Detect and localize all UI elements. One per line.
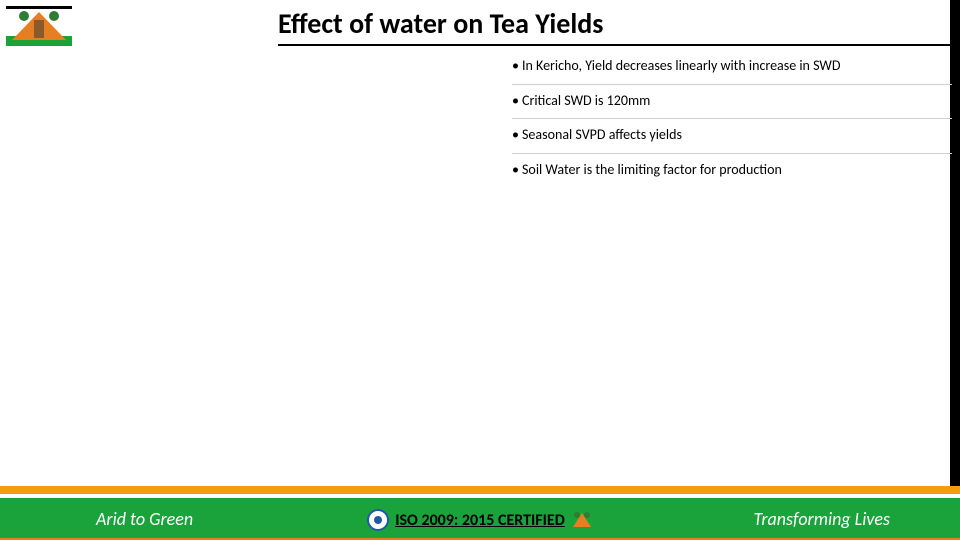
bullet-text: Soil Water is the limiting factor for pr… xyxy=(522,160,782,180)
bullet-item: • In Kericho, Yield decreases linearly w… xyxy=(512,50,952,85)
crest-logo-top xyxy=(6,6,72,46)
bullet-list: • In Kericho, Yield decreases linearly w… xyxy=(512,50,952,187)
title-underline xyxy=(278,44,950,46)
bullet-icon: • xyxy=(512,56,522,76)
bullet-text: Critical SWD is 120mm xyxy=(522,91,650,111)
bullet-text: In Kericho, Yield decreases linearly wit… xyxy=(522,56,840,76)
bullet-item: • Critical SWD is 120mm xyxy=(512,85,952,120)
slide-title: Effect of water on Tea Yields xyxy=(278,6,603,41)
slide: Effect of water on Tea Yields • In Keric… xyxy=(0,0,960,540)
bullet-icon: • xyxy=(512,125,522,145)
crest-mini-icon xyxy=(571,509,593,531)
bullet-item: • Seasonal SVPD affects yields xyxy=(512,119,952,154)
footer-stripe-orange xyxy=(0,486,960,494)
footer-right-text: Transforming Lives xyxy=(753,508,890,530)
footer-band: Arid to Green ISO 2009: 2015 CERTIFIED xyxy=(0,488,960,540)
bullet-icon: • xyxy=(512,160,522,180)
iso-badge-icon xyxy=(367,509,389,531)
bullet-icon: • xyxy=(512,91,522,111)
bullet-item: • Soil Water is the limiting factor for … xyxy=(512,154,952,188)
footer-center-text: ISO 2009: 2015 CERTIFIED xyxy=(395,511,565,530)
bullet-text: Seasonal SVPD affects yields xyxy=(522,125,682,145)
